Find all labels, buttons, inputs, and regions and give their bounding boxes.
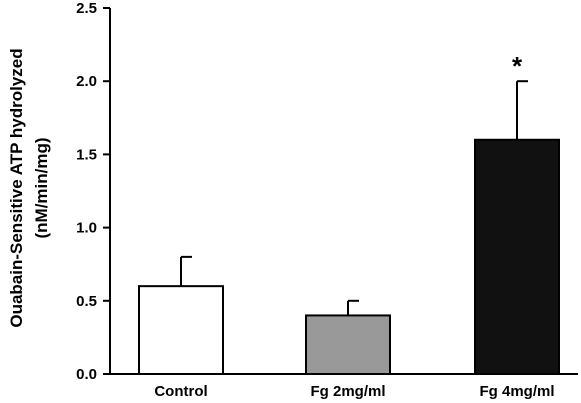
bar-1 (305, 314, 391, 376)
y-axis-label-line2: (nM/min/mg) (32, 137, 51, 238)
y-axis: 0.0 0.5 1.0 1.5 2.0 2.5 (76, 0, 111, 383)
y-tick-label-4: 2.0 (76, 73, 97, 90)
x-tick-label-1: Fg 2mg/ml (310, 383, 385, 400)
y-tick-label-5: 2.5 (76, 0, 97, 17)
y-tick-label-0: 0.0 (76, 366, 97, 383)
y-tick-label-1: 0.5 (76, 293, 97, 310)
significance-marker-2: * (512, 51, 523, 81)
x-tick-label-2: Fg 4mg/ml (479, 383, 554, 400)
y-tick-label-3: 1.5 (76, 146, 97, 163)
x-tick-labels: Control Fg 2mg/ml Fg 4mg/ml (154, 383, 554, 400)
x-tick-label-0: Control (154, 383, 207, 400)
bar-0 (138, 285, 224, 375)
y-axis-label: Ouabain-Sensitive ATP hydrolyzed (nM/min… (7, 48, 51, 327)
error-bars (180, 80, 528, 316)
y-axis-label-line1: Ouabain-Sensitive ATP hydrolyzed (7, 48, 26, 327)
bars (138, 138, 560, 376)
bar-2 (474, 138, 560, 375)
annotations: * (512, 51, 523, 81)
y-tick-label-2: 1.0 (76, 220, 97, 237)
